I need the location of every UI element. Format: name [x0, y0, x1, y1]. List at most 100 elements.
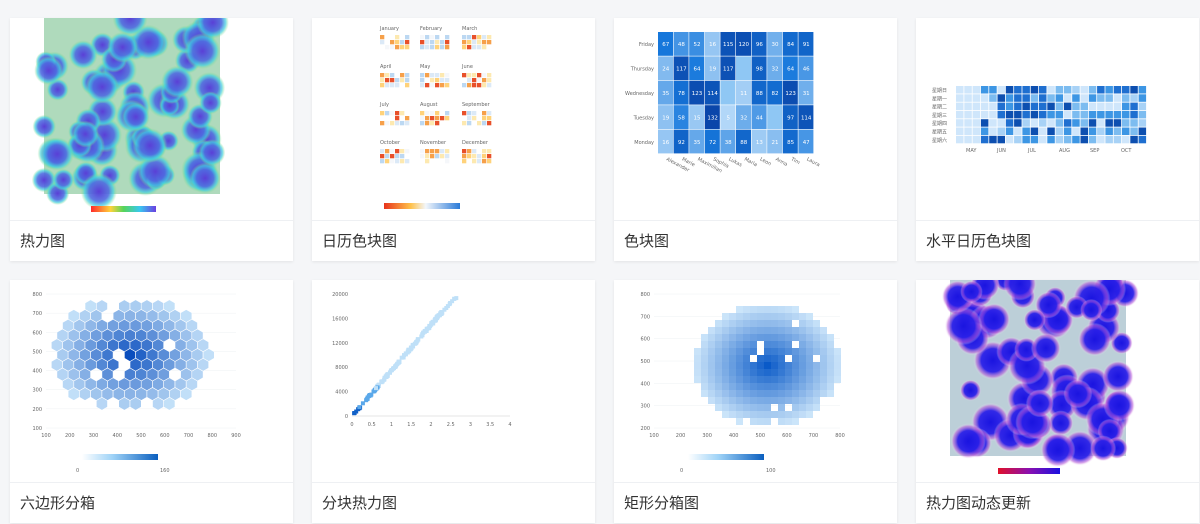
- day-cell: [1122, 119, 1130, 127]
- day-cell: [1138, 127, 1147, 135]
- day-cell: [445, 35, 450, 40]
- density-block: [430, 319, 435, 324]
- rect-bin: [820, 390, 827, 397]
- rect-bin: [799, 404, 806, 411]
- rect-bin: [792, 362, 799, 369]
- day-cell: [420, 121, 425, 126]
- day-cell: [400, 73, 405, 78]
- rect-bin: [764, 313, 771, 320]
- day-cell: [980, 94, 989, 102]
- month-label: JUN: [996, 148, 1006, 154]
- weekday-label: 星期六: [932, 137, 947, 144]
- rect-bin: [750, 320, 757, 327]
- heat-cell: [720, 129, 736, 154]
- day-cell: [425, 116, 430, 121]
- heat-cell: [736, 105, 751, 129]
- rect-bin: [736, 362, 743, 369]
- rect-bin: [778, 362, 785, 369]
- day-cell: [405, 40, 410, 45]
- day-cell: [440, 83, 445, 88]
- day-cell: [445, 111, 450, 116]
- card-title: 水平日历色块图: [916, 220, 1199, 261]
- rect-bin: [743, 348, 750, 355]
- day-cell: [467, 111, 472, 116]
- heat-blob: [184, 33, 221, 70]
- day-cell: [477, 40, 482, 45]
- rect-bin: [722, 348, 729, 355]
- day-cell: [400, 78, 405, 83]
- rect-bin: [771, 327, 778, 334]
- day-cell: [1030, 94, 1039, 102]
- legend-min: 0: [680, 468, 683, 474]
- cell-value: 44: [756, 115, 763, 121]
- card-dynamic-heatmap[interactable]: 热力图动态更新: [916, 280, 1199, 523]
- rect-bin: [813, 348, 820, 355]
- day-cell: [395, 78, 400, 83]
- card-horizontal-calendar[interactable]: 星期日 星期一 星期二 星期三 星期四 星期五 星期六 MAY JUN JUL AUG SEP OCT …: [916, 18, 1199, 261]
- rect-bin: [701, 355, 708, 362]
- day-cell: [1014, 94, 1022, 102]
- cell-value: 46: [803, 67, 810, 73]
- cell-value: 19: [662, 115, 669, 121]
- day-cell: [972, 119, 981, 127]
- rect-bin: [701, 341, 708, 348]
- rect-bin: [757, 397, 764, 404]
- x-tick-label: 800: [835, 433, 845, 439]
- rect-bin: [722, 320, 729, 327]
- rect-bin: [820, 355, 827, 362]
- rect-bin: [771, 411, 778, 418]
- card-block-heatmap[interactable]: Friday 67 48 52 16 115 120 96 30 84 91 Thursday 24 11…: [614, 18, 897, 261]
- day-cell: [1014, 135, 1022, 144]
- card-calendar[interactable]: January February March April May June July Augu…: [312, 18, 595, 261]
- day-cell: [425, 73, 430, 78]
- day-cell: [1080, 94, 1088, 102]
- rect-bin: [799, 355, 806, 362]
- x-tick-label: 600: [160, 433, 170, 439]
- cell-value: 92: [678, 140, 685, 146]
- rect-bin: [771, 348, 778, 355]
- day-cell: [462, 45, 467, 50]
- day-cell: [405, 45, 410, 50]
- rect-bin: [778, 313, 785, 320]
- day-cell: [395, 116, 400, 121]
- heat-cell: [704, 32, 720, 56]
- rect-bin: [764, 334, 771, 341]
- rect-bin: [715, 369, 722, 376]
- day-cell: [1005, 119, 1014, 127]
- rect-bin: [827, 334, 834, 341]
- day-cell: [956, 102, 964, 111]
- month-label: SEP: [1090, 148, 1099, 154]
- cell-value: 16: [709, 42, 716, 48]
- rect-bin: [757, 355, 764, 362]
- hex-bin: [96, 396, 108, 411]
- day-cell: [1113, 86, 1122, 94]
- rect-bin: [820, 376, 827, 383]
- card-density-heatmap[interactable]: 20000 16000 12000 8000 4000 0 0 0.5 1 1.5 2 2.5 3 3.5…: [312, 280, 595, 523]
- day-cell: [420, 149, 425, 154]
- weekday-label: 星期三: [932, 113, 947, 119]
- rect-bin: [729, 397, 736, 404]
- day-cell: [1105, 102, 1113, 111]
- rect-bin: [715, 376, 722, 383]
- x-tick-label: 400: [112, 433, 122, 439]
- rect-bin: [771, 390, 778, 397]
- day-cell: [1022, 135, 1030, 144]
- rect-bin: [743, 320, 750, 327]
- day-cell: [445, 159, 450, 164]
- card-rectbin[interactable]: 800 700 600 500 400 300 200 100 200 300 400 500 600 7…: [614, 280, 897, 523]
- weekday-label: 星期五: [932, 130, 947, 136]
- density-block: [360, 401, 365, 406]
- card-title: 六边形分箱: [10, 482, 293, 523]
- heat-cell: [704, 129, 720, 154]
- day-cell: [380, 159, 385, 164]
- heat-cell: [673, 32, 689, 56]
- rect-bin: [785, 341, 792, 348]
- card-hexbin[interactable]: 800 700 600 500 400 300 200 100 100 200 300 400 500 6…: [10, 280, 293, 523]
- month-label: April: [380, 64, 391, 70]
- rect-bin: [757, 418, 764, 425]
- day-cell: [1097, 135, 1105, 144]
- card-heatmap[interactable]: 热力图: [10, 18, 293, 261]
- rect-bin: [806, 383, 813, 390]
- y-tick-label: Monday: [634, 140, 654, 146]
- heat-blob: [1090, 435, 1117, 462]
